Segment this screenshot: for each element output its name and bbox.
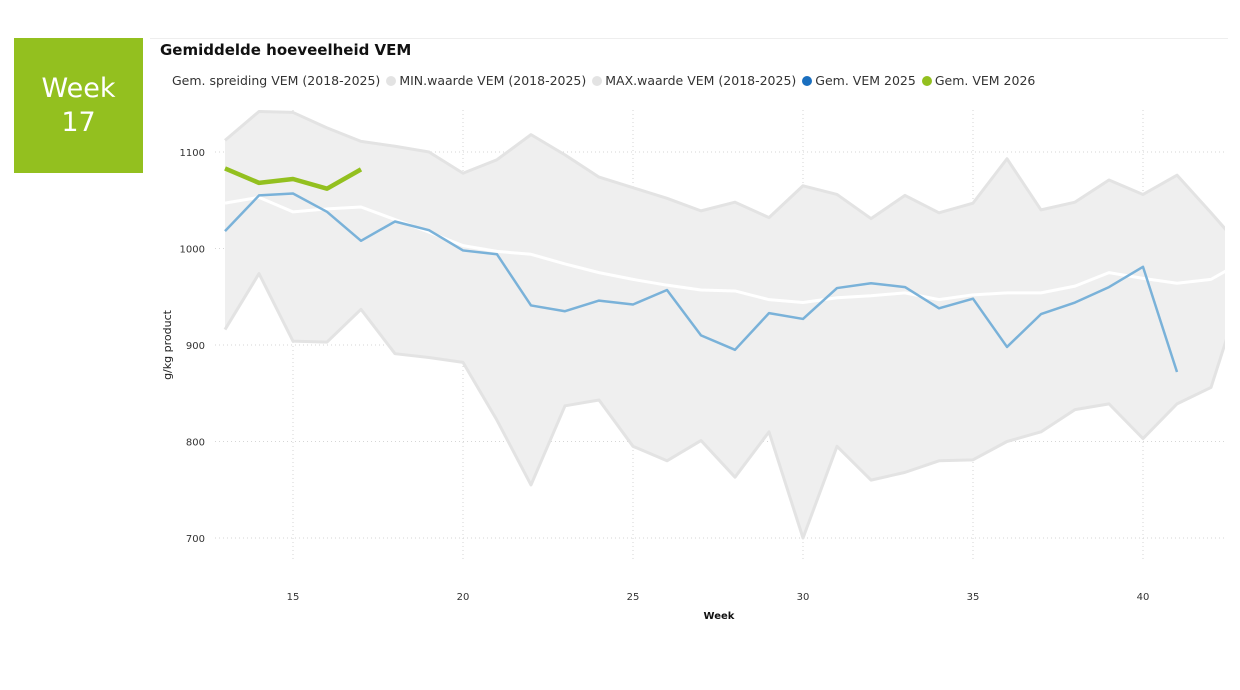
legend-label: Gem. spreiding VEM (2018-2025) <box>172 73 381 88</box>
legend-marker-icon <box>592 75 603 86</box>
vem-2026-line <box>224 166 363 191</box>
min-line <box>223 272 1225 540</box>
y-tick-label: 700 <box>186 534 205 545</box>
legend-label: MAX.waarde VEM (2018-2025) <box>605 73 797 88</box>
y-tick-label: 1000 <box>180 245 205 256</box>
legend-item-spreiding[interactable]: Gem. spreiding VEM (2018-2025) <box>172 73 380 88</box>
x-tick-label: 30 <box>797 592 810 603</box>
y-tick-label: 1100 <box>180 148 205 159</box>
legend: Gem. spreiding VEM (2018-2025) MIN.waard… <box>172 73 1035 88</box>
legend-marker-icon <box>386 75 397 86</box>
legend-marker-icon <box>802 75 813 86</box>
divider <box>150 38 1228 39</box>
axes: 700 800 900 1000 1100 15 20 25 30 35 40 <box>180 148 1150 603</box>
y-tick-label: 900 <box>186 341 205 352</box>
chart-title: Gemiddelde hoeveelheid VEM <box>160 41 412 59</box>
x-axis-title: Week <box>704 611 735 622</box>
week-badge-number: 17 <box>61 106 96 138</box>
x-tick-label: 25 <box>627 592 640 603</box>
x-tick-label: 35 <box>967 592 980 603</box>
min-max-band <box>225 111 1225 538</box>
legend-label: Gem. VEM 2026 <box>934 73 1036 88</box>
legend-item-min[interactable]: MIN.waarde VEM (2018-2025) <box>386 73 586 88</box>
x-tick-label: 40 <box>1137 592 1150 603</box>
week-badge-label: Week <box>41 72 116 104</box>
legend-label: Gem. VEM 2025 <box>815 73 916 88</box>
legend-marker-icon <box>921 75 932 86</box>
legend-item-2026[interactable]: Gem. VEM 2026 <box>921 73 1036 88</box>
max-line <box>224 109 1225 231</box>
plot-area <box>223 109 1225 540</box>
x-tick-label: 15 <box>287 592 300 603</box>
y-tick-label: 800 <box>186 438 205 449</box>
legend-item-max[interactable]: MAX.waarde VEM (2018-2025) <box>592 73 796 88</box>
vem-2025-line <box>224 192 1179 373</box>
y-axis-title: g/kg product <box>161 309 174 380</box>
legend-label: MIN.waarde VEM (2018-2025) <box>399 73 587 88</box>
legend-item-2025[interactable]: Gem. VEM 2025 <box>802 73 916 88</box>
spreiding-line <box>224 195 1225 305</box>
week-badge: Week 17 <box>14 38 143 173</box>
x-tick-label: 20 <box>457 592 470 603</box>
